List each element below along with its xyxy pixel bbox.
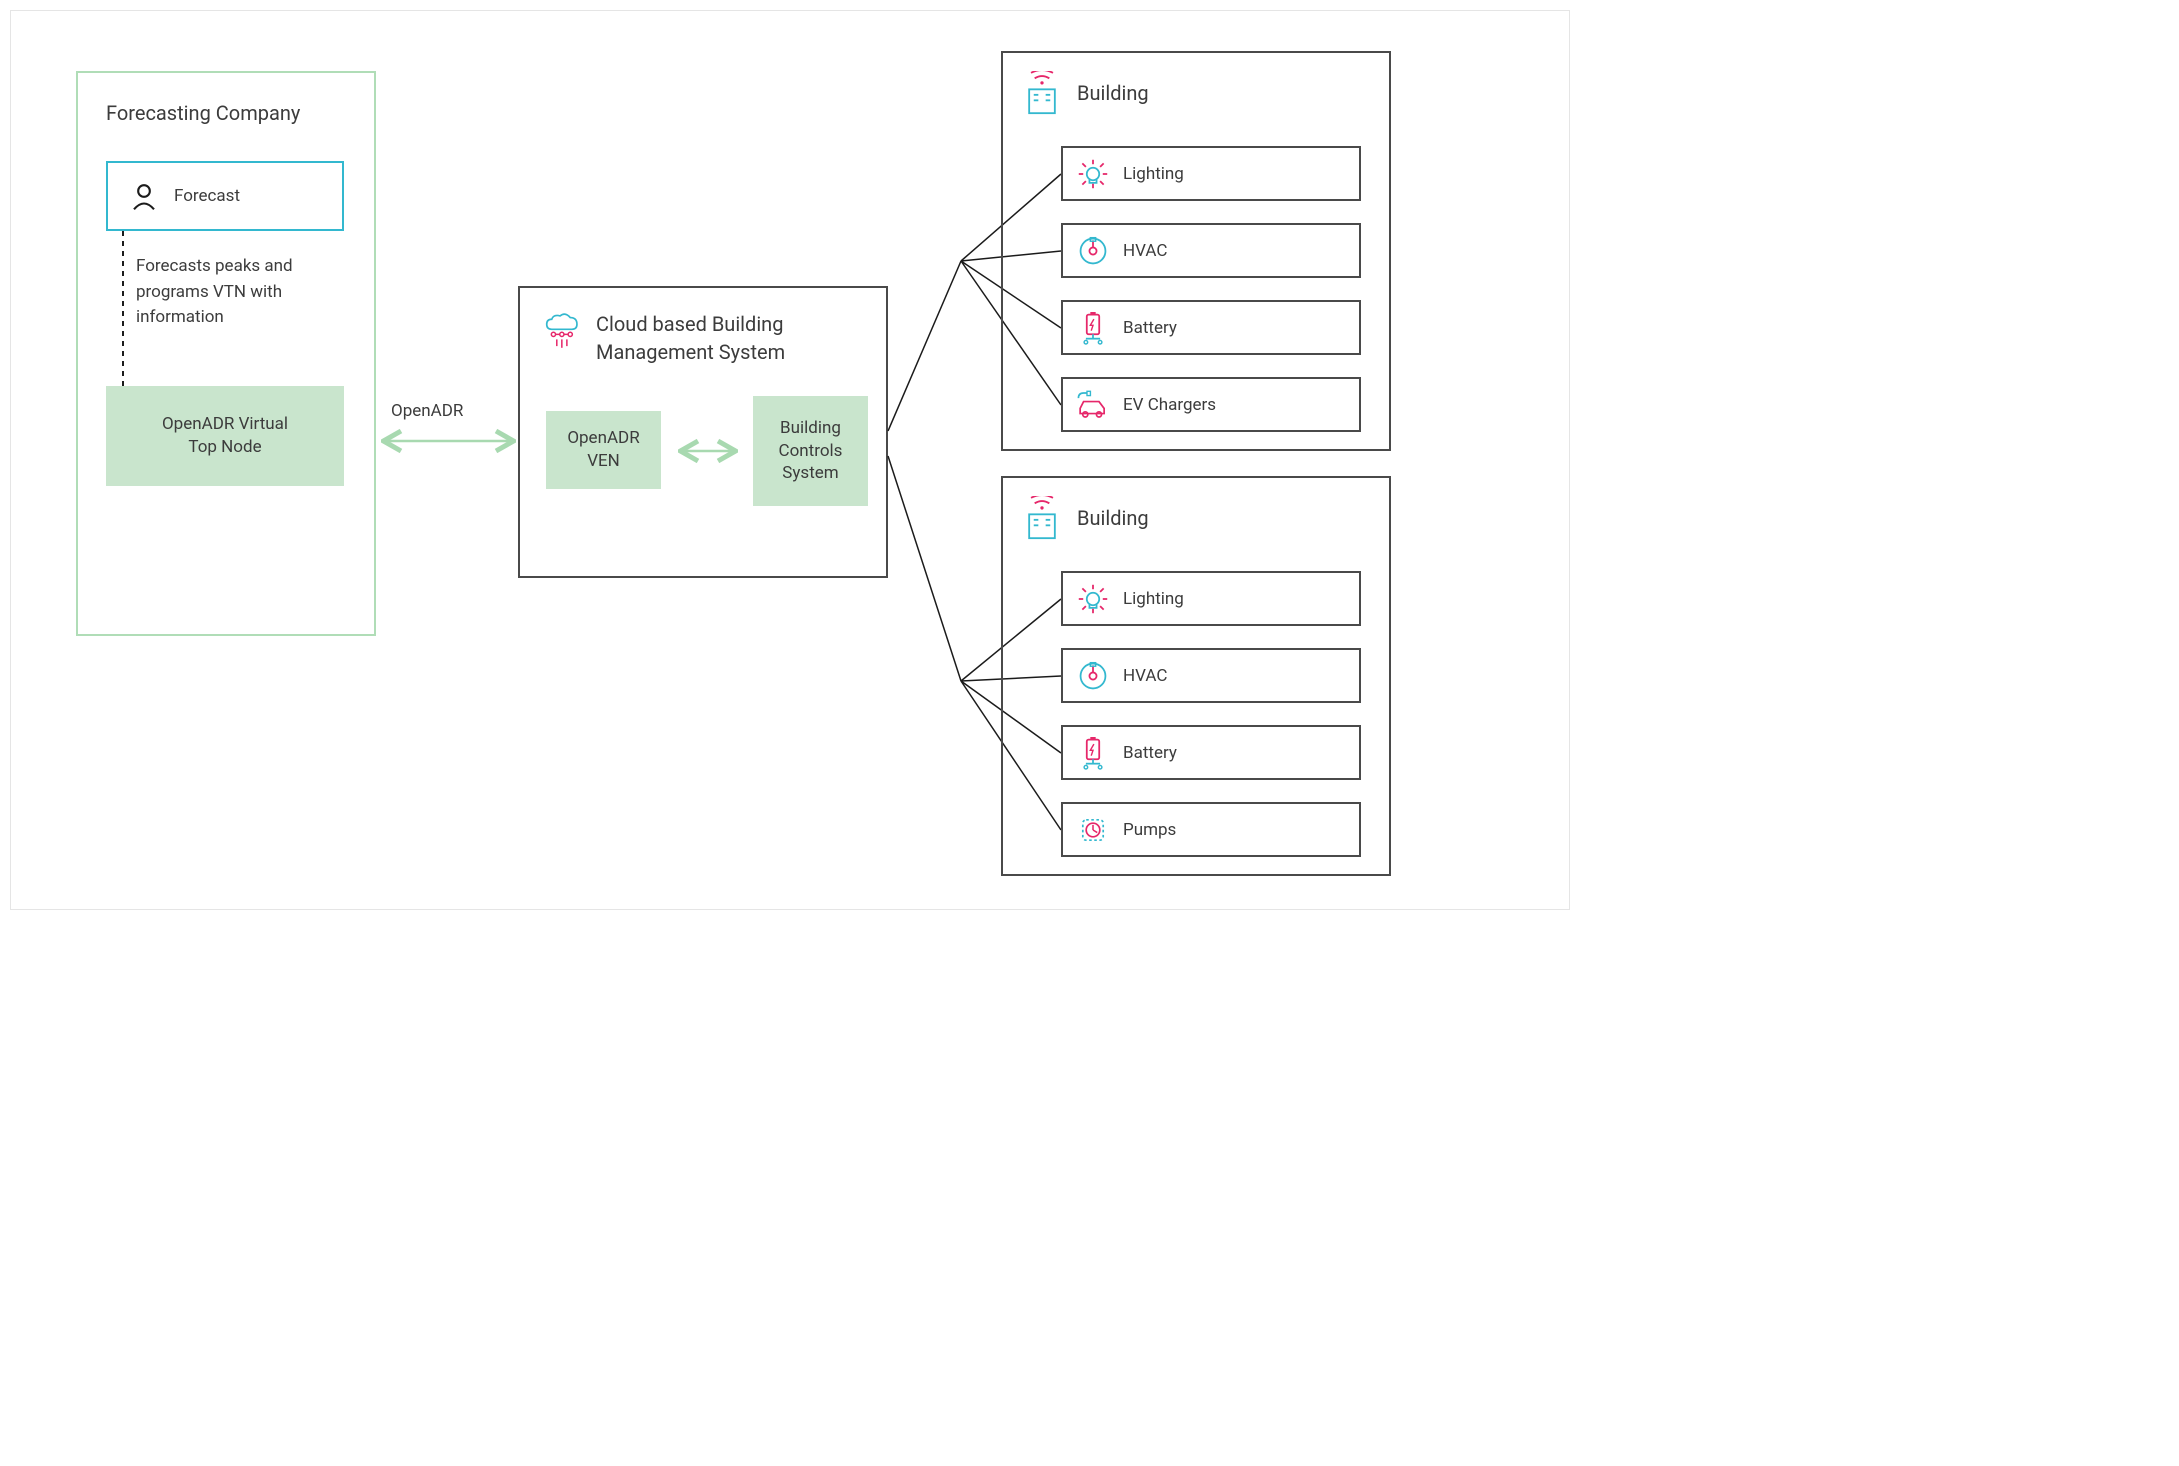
hvac-icon <box>1075 658 1111 694</box>
person-icon <box>126 178 162 214</box>
building-icon <box>1023 496 1061 540</box>
forecast-description: Forecasts peaks and programs VTN with in… <box>136 254 356 331</box>
building-2-item-battery: Battery <box>1061 725 1361 780</box>
forecasting-company-title: Forecasting Company <box>106 101 300 125</box>
vtn-box: OpenADR Virtual Top Node <box>106 386 344 486</box>
building-2-item-lighting: Lighting <box>1061 571 1361 626</box>
building-1-item-lighting: Lighting <box>1061 146 1361 201</box>
building-1-item-hvac: HVAC <box>1061 223 1361 278</box>
hvac-icon <box>1075 233 1111 269</box>
item-label: Lighting <box>1123 589 1184 609</box>
dashed-connector <box>121 231 125 391</box>
item-label: Pumps <box>1123 820 1176 840</box>
openadr-connector-label: OpenADR <box>391 401 463 421</box>
ven-box: OpenADR VEN <box>546 411 661 489</box>
forecast-box: Forecast <box>106 161 344 231</box>
item-label: Battery <box>1123 318 1177 338</box>
cloud-bms-title: Cloud based Building Management System <box>596 310 866 366</box>
building-1-item-ev: EV Chargers <box>1061 377 1361 432</box>
bcs-box: Building Controls System <box>753 396 868 506</box>
building-2-item-pumps: Pumps <box>1061 802 1361 857</box>
forecast-label: Forecast <box>174 186 240 206</box>
building-2-item-hvac: HVAC <box>1061 648 1361 703</box>
item-label: Lighting <box>1123 164 1184 184</box>
item-label: EV Chargers <box>1123 395 1216 415</box>
pumps-icon <box>1075 812 1111 848</box>
diagram-canvas: Forecasting Company Forecast Forecasts p… <box>10 10 1570 910</box>
battery-icon <box>1075 310 1111 346</box>
item-label: HVAC <box>1123 666 1167 686</box>
lighting-icon <box>1075 581 1111 617</box>
item-label: Battery <box>1123 743 1177 763</box>
ev-icon <box>1075 387 1111 423</box>
arrow-vtn-cloud <box>376 426 521 456</box>
lighting-icon <box>1075 156 1111 192</box>
building-icon <box>1023 71 1061 115</box>
battery-icon <box>1075 735 1111 771</box>
cloud-icon <box>540 310 582 352</box>
building-1-title: Building <box>1077 81 1149 105</box>
item-label: HVAC <box>1123 241 1167 261</box>
building-2-title: Building <box>1077 506 1149 530</box>
arrow-ven-bcs <box>673 436 743 466</box>
building-1-item-battery: Battery <box>1061 300 1361 355</box>
